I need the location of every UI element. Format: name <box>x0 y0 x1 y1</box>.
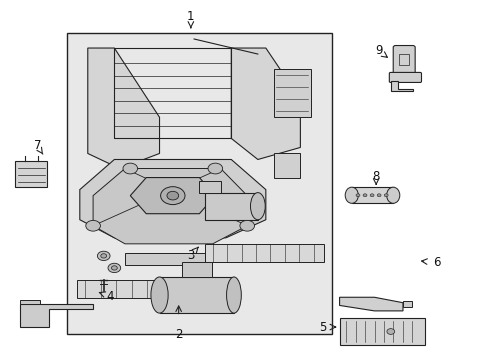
Text: 7: 7 <box>34 139 41 152</box>
Circle shape <box>386 329 394 334</box>
Text: 9: 9 <box>374 44 382 57</box>
Ellipse shape <box>345 187 358 203</box>
Bar <box>351 187 392 203</box>
Circle shape <box>376 194 380 197</box>
Circle shape <box>384 194 387 197</box>
Bar <box>159 277 233 313</box>
Polygon shape <box>199 181 220 193</box>
Text: 2: 2 <box>175 328 182 341</box>
Polygon shape <box>273 69 310 117</box>
Ellipse shape <box>151 277 168 313</box>
Polygon shape <box>80 159 265 238</box>
Polygon shape <box>20 304 93 327</box>
Polygon shape <box>402 301 411 307</box>
Circle shape <box>363 194 366 197</box>
Circle shape <box>240 220 254 231</box>
Polygon shape <box>339 297 402 311</box>
Circle shape <box>355 194 359 197</box>
Bar <box>339 318 424 345</box>
Bar <box>15 161 47 187</box>
Text: 6: 6 <box>432 256 440 269</box>
Text: 4: 4 <box>106 290 114 303</box>
Circle shape <box>97 251 110 261</box>
Polygon shape <box>77 280 204 298</box>
Polygon shape <box>231 48 300 159</box>
Circle shape <box>108 263 121 273</box>
Bar <box>66 33 331 334</box>
Polygon shape <box>93 168 247 244</box>
FancyBboxPatch shape <box>388 72 421 82</box>
Text: 5: 5 <box>318 320 325 333</box>
Circle shape <box>101 254 106 258</box>
Circle shape <box>85 220 100 231</box>
Bar <box>204 193 257 220</box>
Text: 3: 3 <box>187 249 194 262</box>
Circle shape <box>207 163 222 174</box>
Polygon shape <box>88 48 159 168</box>
Polygon shape <box>204 244 324 262</box>
Circle shape <box>166 191 178 200</box>
Text: 8: 8 <box>372 170 379 183</box>
Circle shape <box>123 163 137 174</box>
FancyBboxPatch shape <box>392 45 414 76</box>
Circle shape <box>111 266 117 270</box>
Circle shape <box>369 194 373 197</box>
Polygon shape <box>390 81 412 91</box>
Ellipse shape <box>226 277 241 313</box>
Circle shape <box>160 187 184 204</box>
Text: 1: 1 <box>187 10 194 23</box>
Ellipse shape <box>250 193 264 220</box>
Polygon shape <box>273 153 300 177</box>
Polygon shape <box>130 177 215 214</box>
Polygon shape <box>125 253 204 265</box>
Polygon shape <box>20 300 40 304</box>
Bar <box>398 54 408 65</box>
Ellipse shape <box>386 187 399 203</box>
Polygon shape <box>182 262 211 277</box>
